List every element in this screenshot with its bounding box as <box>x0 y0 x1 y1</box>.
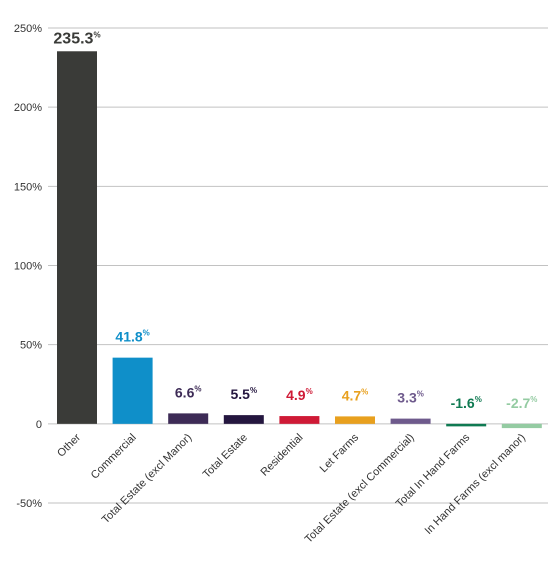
bar <box>168 413 209 424</box>
category-label: Total Estate (excl Commercial) <box>303 432 417 546</box>
y-tick-label: 250% <box>14 23 42 35</box>
y-tick-label: 50% <box>20 340 42 352</box>
gridlines <box>48 27 548 504</box>
data-label: 235.3% <box>53 30 100 47</box>
data-label: 4.7% <box>342 387 369 403</box>
data-label: 41.8% <box>115 329 149 345</box>
bar <box>57 51 97 424</box>
data-label: 3.3% <box>397 390 424 406</box>
data-labels: 235.3% 41.8% 6.6% 5.5% 4.9% 4.7% 3.3% -1.6% -2.7… <box>53 30 537 411</box>
category-label: Let Farms <box>318 431 362 475</box>
category-label: Commercial <box>89 432 139 482</box>
y-tick-label: 100% <box>14 261 42 273</box>
y-tick-label: 150% <box>14 181 42 193</box>
data-label: -1.6% <box>451 395 482 411</box>
bars <box>57 51 542 429</box>
bar <box>279 416 320 424</box>
data-label: -2.7% <box>506 395 537 411</box>
category-label: Residential <box>259 432 306 479</box>
category-label: Total Estate (excl Manor) <box>100 432 195 527</box>
bar <box>446 423 487 427</box>
bar <box>501 423 542 429</box>
category-label: Total Estate <box>201 432 250 481</box>
y-tick-label: 0 <box>36 419 42 431</box>
data-label: 4.9% <box>286 387 313 403</box>
bar <box>112 357 153 424</box>
bar <box>223 415 264 424</box>
category-label: In Hand Farms (excl manor) <box>423 432 528 537</box>
data-label: 5.5% <box>231 386 258 402</box>
bar <box>390 418 431 424</box>
y-tick-label: -50% <box>16 498 42 510</box>
y-tick-label: 200% <box>14 102 42 114</box>
data-label: 6.6% <box>175 384 202 400</box>
bar <box>335 416 375 424</box>
y-axis-tick-labels: -50% 0 50% 100% 150% 200% 250% <box>14 23 42 510</box>
category-label: Other <box>55 431 83 459</box>
